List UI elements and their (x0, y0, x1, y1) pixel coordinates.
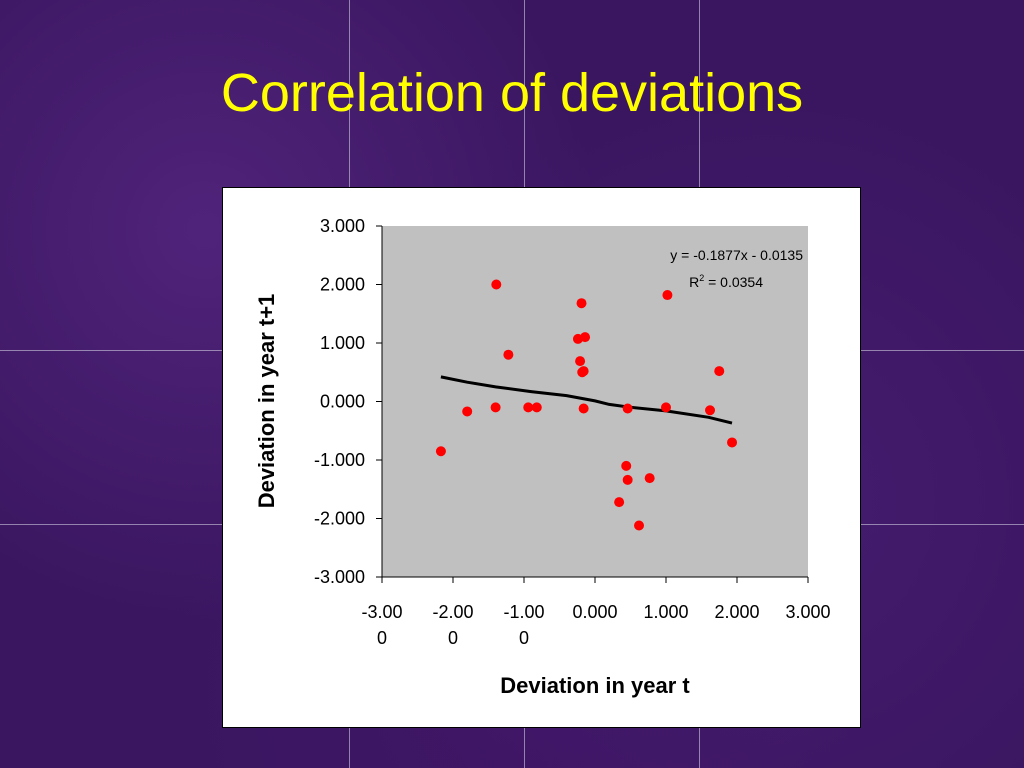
x-axis-ticks: -3.00 0 -2.00 0 -1.00 0 0.000 1.000 2.000 3.000 (361, 577, 831, 648)
data-point (491, 279, 502, 290)
data-point (531, 402, 542, 413)
y-tick-label: 3.000 (320, 216, 365, 236)
trendline (440, 375, 733, 425)
data-point (614, 497, 625, 508)
x-tick-label: -3.00 0 (361, 602, 402, 648)
x-tick-label: 1.000 (643, 602, 688, 622)
r-squared-value: = 0.0354 (704, 274, 763, 290)
data-point (727, 437, 738, 448)
data-point (661, 402, 671, 413)
scatter-chart: -3.000 -2.000 -1.000 0.000 1.000 2.000 3.000 -… (254, 216, 831, 698)
x-tick-label: 0.000 (572, 602, 617, 622)
data-point (714, 366, 725, 377)
x-axis-label: Deviation in year t (500, 673, 690, 698)
data-point (621, 460, 632, 471)
data-point (622, 474, 633, 485)
chart-container: -3.000 -2.000 -1.000 0.000 1.000 2.000 3.000 -… (222, 187, 861, 728)
data-point (523, 402, 534, 413)
data-point (578, 403, 589, 414)
y-tick-label: 1.000 (320, 333, 365, 353)
r-squared-superscript: 2 (699, 273, 704, 283)
data-point (490, 402, 501, 413)
data-point (662, 290, 673, 301)
data-point (576, 298, 587, 309)
slide-title: Correlation of deviations (220, 63, 804, 123)
data-point (705, 405, 716, 416)
data-point (634, 520, 645, 531)
data-point (435, 446, 446, 457)
x-tick-label: 3.000 (785, 602, 830, 622)
data-point (644, 473, 655, 484)
x-tick-label: -2.00 0 (432, 602, 473, 648)
r-squared-label: R2 = 0.0354 (689, 273, 763, 290)
x-tick-label: -1.00 0 (503, 602, 544, 648)
data-point (503, 349, 514, 360)
data-point (462, 406, 473, 417)
data-point (578, 366, 589, 377)
y-tick-label: -2.000 (314, 509, 365, 529)
data-points (435, 279, 738, 531)
y-axis-ticks: -3.000 -2.000 -1.000 0.000 1.000 2.000 3.000 (314, 216, 382, 587)
y-tick-label: 0.000 (320, 392, 365, 412)
y-tick-label: -1.000 (314, 450, 365, 470)
trendline-equation: y = -0.1877x - 0.0135 (670, 247, 803, 263)
y-tick-label: 2.000 (320, 275, 365, 295)
r-squared-symbol: R (689, 274, 699, 290)
data-point (622, 403, 633, 414)
data-point (575, 356, 586, 367)
x-tick-label: 2.000 (714, 602, 759, 622)
data-point (580, 332, 591, 343)
y-tick-label: -3.000 (314, 567, 365, 587)
y-axis-label: Deviation in year t+1 (254, 294, 279, 509)
